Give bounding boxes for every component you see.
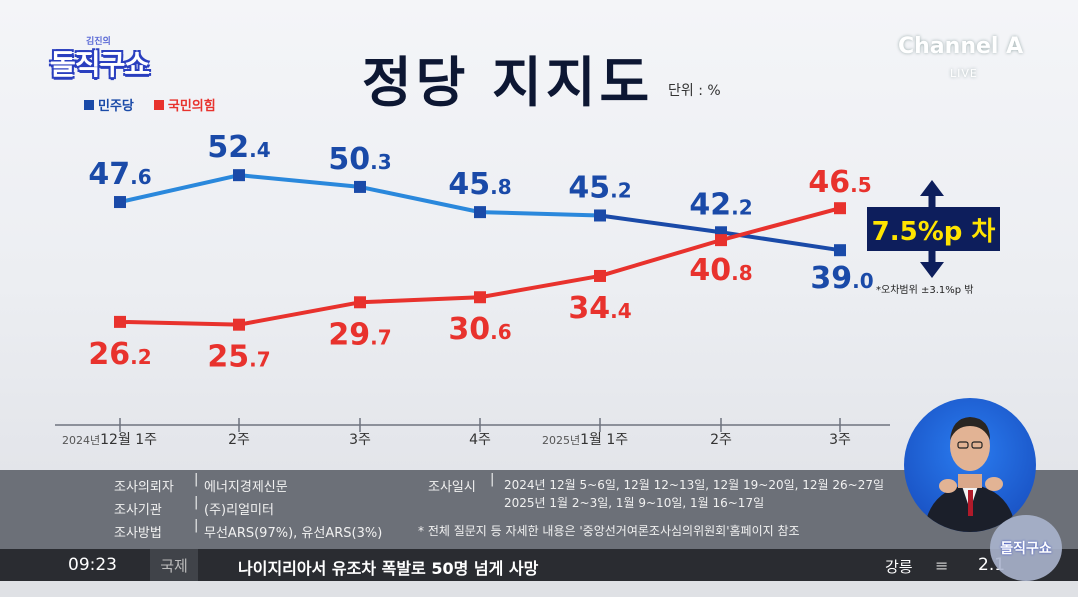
data-point-democratic — [354, 180, 366, 193]
divider: | — [194, 518, 199, 533]
series-line-ppp — [237, 300, 362, 327]
data-point-ppp — [474, 291, 486, 304]
data-point-ppp — [715, 234, 727, 247]
data-point-democratic — [114, 196, 126, 209]
chart-title: 정당 지지도 — [362, 51, 654, 114]
chart-legend: 민주당 국민의힘 — [84, 95, 216, 114]
series-line-democratic — [598, 213, 723, 235]
data-label-democratic: 42.2 — [689, 187, 752, 222]
interpreter-figure — [924, 417, 1016, 532]
agency-label: 조사기관 — [114, 503, 162, 518]
dates-label: 조사일시 — [428, 480, 476, 495]
agency-value: (주)리얼미터 — [204, 503, 274, 518]
series-line-ppp — [478, 273, 602, 300]
divider: | — [490, 472, 495, 487]
data-label-ppp: 40.8 — [689, 253, 752, 288]
bottom-bar — [0, 581, 1078, 597]
data-label-democratic: 39.0 — [810, 261, 873, 296]
show-badge-logo: 돌직구쇼 — [990, 515, 1062, 581]
legend-label-ppp: 국민의힘 — [167, 99, 216, 114]
series-line-ppp — [598, 238, 723, 278]
error-margin-note: *오차범위 ±3.1%p 밖 — [876, 285, 974, 296]
dates-line-1: 2024년 12월 5~6일, 12월 12~13일, 12월 19~20일, … — [504, 478, 885, 492]
method-value: 무선ARS(97%), 유선ARS(3%) — [204, 526, 383, 541]
client-value: 에너지경제신문 — [204, 480, 288, 495]
data-label-ppp: 29.7 — [328, 317, 391, 352]
data-label-democratic: 47.6 — [88, 157, 151, 192]
data-point-ppp — [594, 269, 606, 282]
data-label-democratic: 52.4 — [207, 130, 270, 165]
x-tick-label: 2024년12월 1주 — [62, 432, 157, 448]
data-point-ppp — [114, 315, 126, 328]
weather-city: 강릉 — [885, 558, 913, 576]
survey-info-footer: 조사의뢰자 | 에너지경제신문 조사기관 | (주)리얼미터 조사방법 | 무선… — [0, 470, 1078, 549]
data-point-ppp — [834, 202, 846, 215]
sign-language-interpreter — [904, 398, 1036, 532]
data-label-democratic: 50.3 — [328, 142, 391, 177]
channel-logo: Channel A — [898, 34, 1024, 59]
data-point-ppp — [354, 296, 366, 309]
ticker-category: 국제 — [150, 549, 198, 581]
data-label-ppp: 26.2 — [88, 337, 151, 372]
series-line-democratic — [118, 173, 241, 205]
legend-label-democratic: 민주당 — [98, 99, 134, 114]
data-point-democratic — [834, 244, 846, 257]
series-line-democratic — [358, 184, 482, 215]
footer-note: * 전체 질문지 등 자세한 내용은 '중앙선거여론조사심의위원회'홈페이지 참… — [418, 524, 800, 538]
x-tick-label: 2주 — [228, 432, 250, 448]
series-line-democratic — [237, 173, 362, 189]
unit-label: 단위 : % — [668, 83, 721, 99]
x-tick-label: 2025년1월 1주 — [542, 432, 628, 448]
data-label-democratic: 45.8 — [448, 167, 511, 202]
data-point-democratic — [594, 209, 606, 222]
show-logo: 김진의 돌직구쇼 — [48, 34, 156, 81]
data-label-democratic: 45.2 — [568, 170, 631, 205]
divider: | — [194, 472, 199, 487]
dates-line-2: 2025년 1월 2~3일, 1월 9~10일, 1월 16~17일 — [504, 496, 765, 510]
legend-swatch-democratic — [84, 99, 94, 110]
data-label-ppp: 30.6 — [448, 312, 511, 347]
x-tick-label: 2주 — [710, 432, 732, 448]
x-tick-label: 3주 — [349, 432, 371, 448]
show-logo-name: 돌직구쇼 — [50, 48, 150, 81]
legend-item-ppp: 국민의힘 — [153, 95, 216, 114]
series-line-democratic — [478, 210, 602, 218]
ticker-time: 09:23 — [68, 555, 117, 575]
legend-swatch-ppp — [153, 99, 164, 110]
ticker-headline: 나이지리아서 유조차 폭발로 50명 넘게 사망 — [238, 559, 539, 578]
x-tick-label: 3주 — [829, 432, 851, 448]
series-line-ppp — [118, 319, 241, 327]
data-point-democratic — [474, 206, 486, 219]
method-label: 조사방법 — [114, 526, 162, 541]
show-logo-small: 김진의 — [86, 37, 111, 47]
legend-item-democratic: 민주당 — [84, 95, 134, 114]
gap-arrow-down-head — [920, 262, 944, 278]
data-point-democratic — [233, 169, 245, 182]
client-label: 조사의뢰자 — [114, 480, 174, 495]
series-line-ppp — [719, 206, 842, 243]
series-line-ppp — [358, 295, 482, 305]
live-indicator: LIVE — [950, 67, 978, 80]
menu-icon: ≡ — [935, 556, 949, 575]
news-ticker: 09:23 국제 나이지리아서 유조차 폭발로 50명 넘게 사망 강릉 ≡ 2… — [0, 549, 1078, 581]
divider: | — [194, 495, 199, 510]
gap-annotation: 7.5%p 차 — [867, 207, 1000, 251]
chart-stage: 김진의 돌직구쇼 민주당 국민의힘 정당 지지도 단위 : % Channel … — [0, 0, 1078, 470]
data-label-ppp: 46.5 — [808, 165, 871, 200]
data-point-ppp — [233, 318, 245, 331]
data-label-ppp: 25.7 — [207, 340, 270, 375]
data-label-ppp: 34.4 — [568, 291, 631, 326]
gap-arrow-up-head — [920, 180, 944, 196]
x-tick-label: 4주 — [469, 432, 491, 448]
